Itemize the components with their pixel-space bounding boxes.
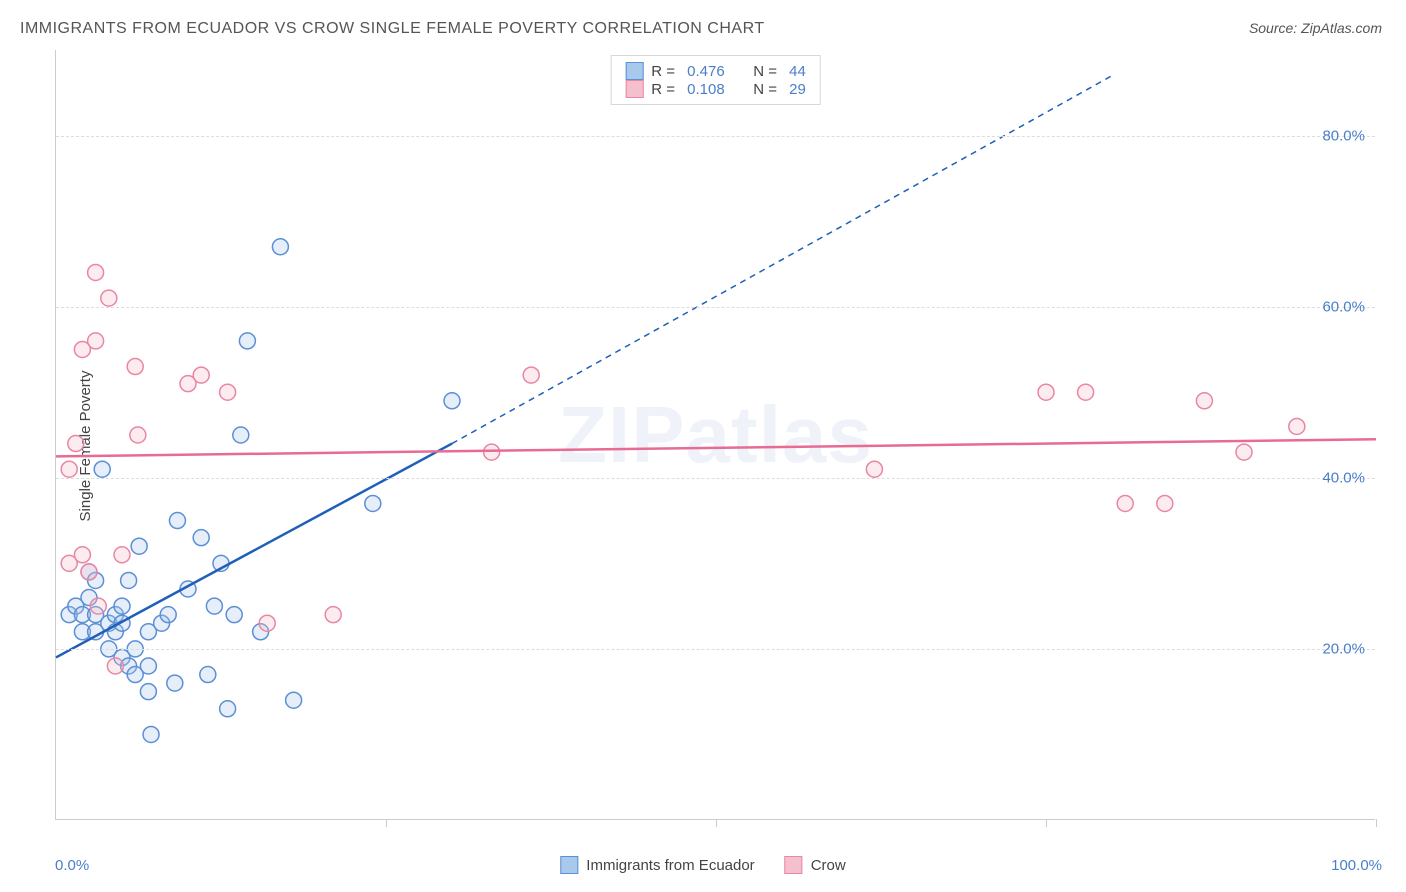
source-attribution: Source: ZipAtlas.com xyxy=(1249,20,1382,36)
x-tick xyxy=(1046,819,1047,827)
legend-bottom-swatch-1 xyxy=(785,856,803,874)
x-tick xyxy=(386,819,387,827)
source-name: ZipAtlas.com xyxy=(1301,20,1382,36)
x-tick xyxy=(716,819,717,827)
y-tick-label: 40.0% xyxy=(1322,469,1365,486)
legend-series: Immigrants from Ecuador Crow xyxy=(560,856,845,874)
plot-area: ZIPatlas R = 0.476 N = 44 R = 0.108 N = … xyxy=(55,50,1375,820)
legend-stats: R = 0.476 N = 44 R = 0.108 N = 29 xyxy=(610,55,821,105)
n-value-0: 44 xyxy=(789,63,806,80)
r-label-1: R = xyxy=(651,81,679,98)
legend-swatch-0 xyxy=(625,62,643,80)
x-tick-label-min: 0.0% xyxy=(55,857,89,874)
chart-title: IMMIGRANTS FROM ECUADOR VS CROW SINGLE F… xyxy=(20,20,765,38)
source-prefix: Source: xyxy=(1249,20,1301,36)
n-value-1: 29 xyxy=(789,81,806,98)
n-label-0: N = xyxy=(753,63,781,80)
y-tick-label: 80.0% xyxy=(1322,127,1365,144)
gridline xyxy=(56,478,1375,479)
gridline xyxy=(56,307,1375,308)
x-tick xyxy=(1376,819,1377,827)
legend-series-label-0: Immigrants from Ecuador xyxy=(586,857,754,874)
gridline xyxy=(56,136,1375,137)
legend-item-1: Crow xyxy=(785,856,846,874)
x-tick-label-max: 100.0% xyxy=(1331,857,1382,874)
y-tick-label: 60.0% xyxy=(1322,298,1365,315)
r-value-1: 0.108 xyxy=(687,81,725,98)
y-tick-label: 20.0% xyxy=(1322,640,1365,657)
legend-stats-row-1: R = 0.108 N = 29 xyxy=(625,80,806,98)
legend-swatch-1 xyxy=(625,80,643,98)
chart-svg xyxy=(56,50,1375,819)
legend-item-0: Immigrants from Ecuador xyxy=(560,856,754,874)
r-value-0: 0.476 xyxy=(687,63,725,80)
gridline xyxy=(56,649,1375,650)
n-label-1: N = xyxy=(753,81,781,98)
legend-series-label-1: Crow xyxy=(811,857,846,874)
r-label-0: R = xyxy=(651,63,679,80)
legend-bottom-swatch-0 xyxy=(560,856,578,874)
legend-stats-row-0: R = 0.476 N = 44 xyxy=(625,62,806,80)
